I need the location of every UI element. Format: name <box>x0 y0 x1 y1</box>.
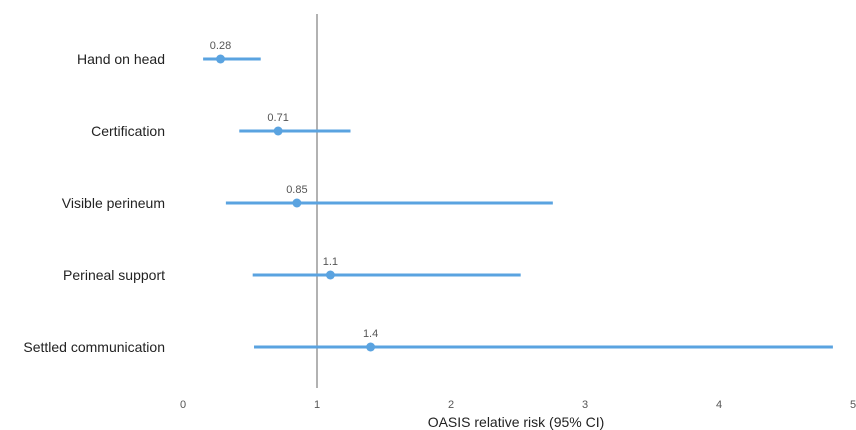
value-label: 1.4 <box>363 328 378 340</box>
forest-row: Hand on head 0.28 <box>77 40 261 67</box>
forest-row: Certification 0.71 <box>91 112 351 139</box>
value-label: 0.71 <box>267 112 288 124</box>
row-label: Visible perineum <box>62 195 165 211</box>
forest-row: Settled communication 1.4 <box>23 328 833 355</box>
value-label: 1.1 <box>323 256 338 268</box>
x-tick-label: 4 <box>716 399 722 411</box>
x-tick-label: 1 <box>314 399 320 411</box>
point-estimate <box>292 198 302 208</box>
row-label: Settled communication <box>23 339 165 355</box>
forest-row: Visible perineum 0.85 <box>62 184 553 211</box>
row-label: Perineal support <box>63 267 165 283</box>
point-estimate <box>366 342 376 352</box>
row-label: Hand on head <box>77 51 165 67</box>
row-label: Certification <box>91 123 165 139</box>
point-estimate <box>273 126 283 136</box>
x-tick-label: 2 <box>448 399 454 411</box>
forest-row: Perineal support 1.1 <box>63 256 521 283</box>
x-axis-title: OASIS relative risk (95% CI) <box>428 414 605 430</box>
x-tick-label: 0 <box>180 399 186 411</box>
value-label: 0.85 <box>286 184 307 196</box>
point-estimate <box>325 270 335 280</box>
x-tick-label: 3 <box>582 399 588 411</box>
value-label: 0.28 <box>210 40 231 52</box>
x-tick-label: 5 <box>850 399 856 411</box>
point-estimate <box>216 54 226 64</box>
